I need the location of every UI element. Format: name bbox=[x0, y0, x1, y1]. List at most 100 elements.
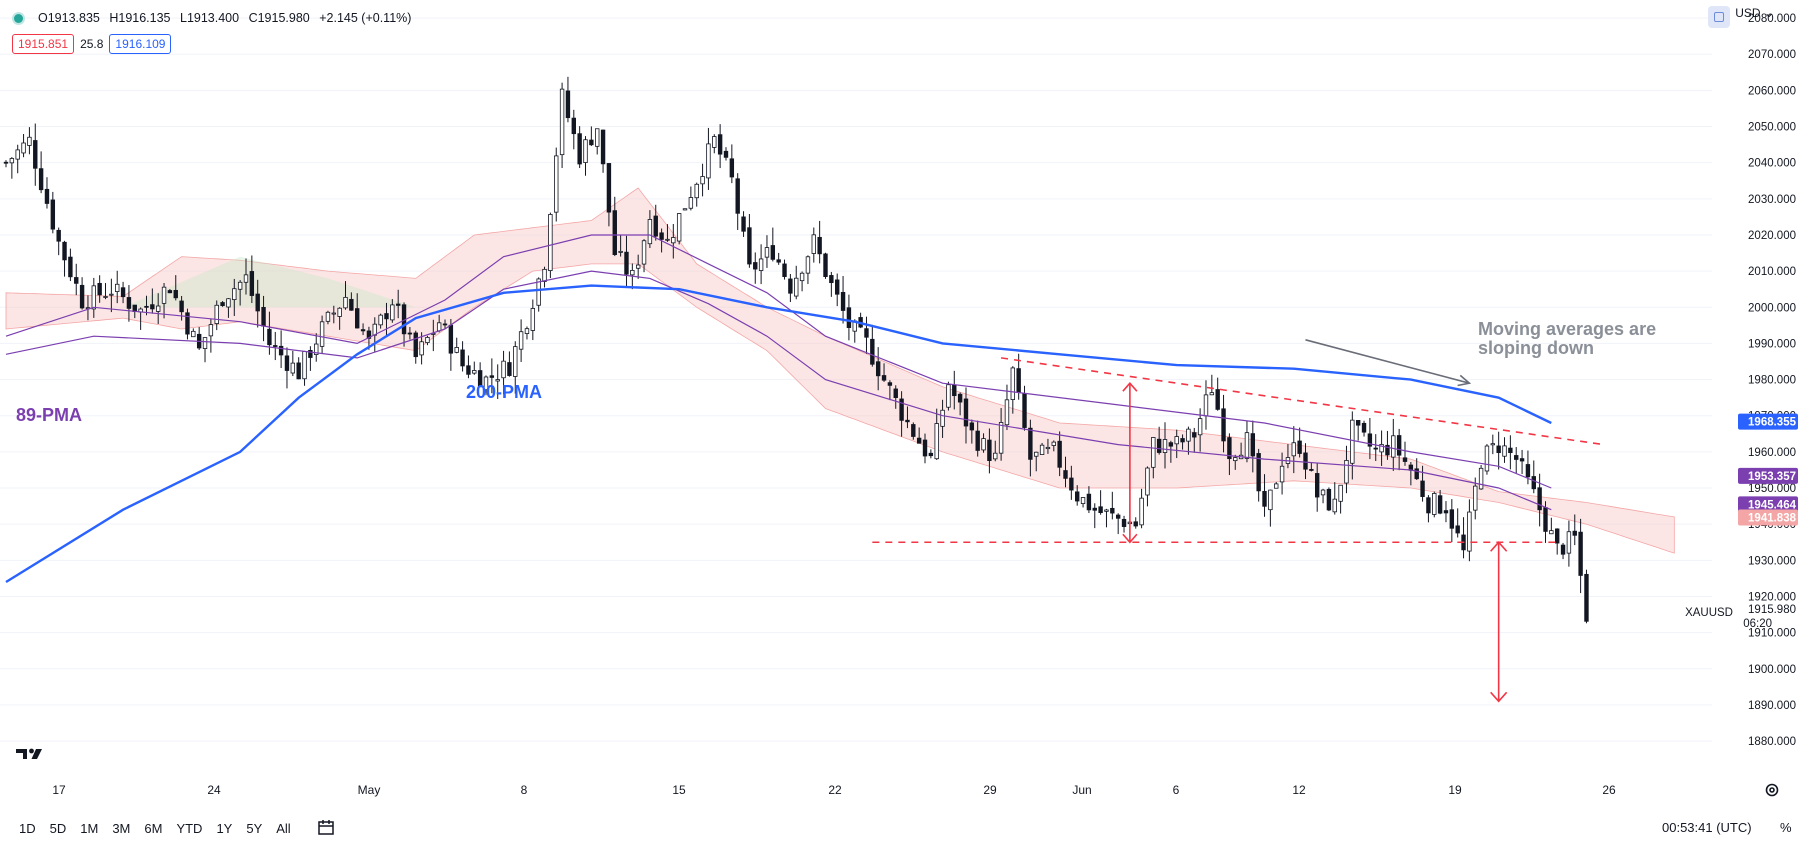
range-1y-button[interactable]: 1Y bbox=[216, 820, 233, 836]
percent-scale-toggle[interactable]: % bbox=[1780, 820, 1792, 835]
candle-body bbox=[957, 393, 963, 403]
x-tick-label: 15 bbox=[672, 783, 686, 797]
candle-body bbox=[659, 232, 664, 240]
candle-body bbox=[1309, 469, 1314, 471]
candle-body bbox=[267, 328, 272, 346]
candle-body bbox=[3, 161, 9, 164]
candle-body bbox=[460, 349, 465, 367]
y-tick-label: 1910.000 bbox=[1748, 628, 1796, 640]
candle-body bbox=[671, 237, 676, 244]
range-6m-button[interactable]: 6M bbox=[144, 820, 163, 836]
candle-body bbox=[963, 398, 969, 427]
candle-body bbox=[243, 274, 249, 283]
candle-body bbox=[501, 360, 506, 379]
candle-body bbox=[390, 304, 395, 321]
candle-body bbox=[507, 362, 512, 376]
annotation-ma-note: Moving averages are sloping down bbox=[1478, 320, 1698, 358]
candle-body bbox=[115, 283, 120, 292]
candle-body bbox=[1279, 465, 1285, 483]
candle-body bbox=[454, 347, 459, 353]
range-5d-button[interactable]: 5D bbox=[49, 820, 67, 836]
candle-body bbox=[302, 351, 307, 380]
range-all-button[interactable]: All bbox=[276, 820, 291, 836]
candle-body bbox=[1514, 455, 1519, 460]
candle-body bbox=[191, 330, 196, 338]
trend-arrow bbox=[1305, 339, 1470, 384]
calendar-range-icon[interactable] bbox=[316, 819, 336, 837]
candle-body bbox=[624, 251, 629, 275]
candle-body bbox=[998, 422, 1004, 454]
range-3m-button[interactable]: 3M bbox=[112, 820, 131, 836]
candle-body bbox=[975, 430, 980, 451]
candle-body bbox=[33, 140, 38, 169]
candle-body bbox=[1531, 476, 1536, 490]
candle-body bbox=[1478, 467, 1484, 490]
candle-body bbox=[518, 331, 524, 350]
candle-body bbox=[922, 439, 928, 457]
candle-body bbox=[1584, 573, 1589, 622]
candle-body bbox=[161, 286, 167, 304]
candle-body bbox=[126, 297, 132, 309]
candle-body bbox=[413, 332, 418, 358]
candle-body bbox=[1069, 477, 1074, 491]
candle-body bbox=[1197, 418, 1203, 436]
candle-body bbox=[899, 398, 904, 421]
ma200-line bbox=[5, 284, 1552, 584]
candle-body bbox=[1192, 432, 1197, 438]
compare-icon[interactable] bbox=[1708, 6, 1730, 28]
candle-body bbox=[214, 304, 219, 324]
y-tick-label: 2040.000 bbox=[1748, 158, 1796, 170]
y-tick-label: 2050.000 bbox=[1748, 122, 1796, 134]
candle-body bbox=[314, 343, 319, 355]
candle-body bbox=[384, 313, 389, 320]
candle-body bbox=[846, 307, 852, 328]
candle-body bbox=[612, 210, 617, 255]
candle-body bbox=[1402, 457, 1408, 462]
candle-body bbox=[21, 142, 26, 154]
candle-body bbox=[50, 199, 56, 230]
candle-body bbox=[1209, 392, 1215, 396]
sell-button[interactable]: 1915.851 bbox=[12, 34, 75, 54]
gear-icon[interactable] bbox=[1764, 782, 1780, 798]
range-1d-button[interactable]: 1D bbox=[19, 820, 36, 836]
buy-button[interactable]: 1916.109 bbox=[109, 34, 172, 54]
candle-body bbox=[1168, 442, 1174, 447]
candle-body bbox=[1016, 368, 1021, 393]
candle-body bbox=[688, 197, 694, 209]
trend-arrow-head bbox=[1457, 374, 1472, 387]
range-5y-button[interactable]: 5Y bbox=[246, 820, 263, 836]
candle-body bbox=[1367, 433, 1373, 447]
range-ytd-button[interactable]: YTD bbox=[176, 820, 203, 836]
candle-body bbox=[934, 423, 939, 460]
candle-body bbox=[1549, 530, 1554, 535]
tradingview-logo-icon[interactable] bbox=[16, 746, 48, 762]
candle-body bbox=[1080, 497, 1086, 504]
candle-body bbox=[1490, 443, 1496, 446]
candle-body bbox=[840, 291, 846, 311]
candle-body bbox=[530, 308, 536, 331]
candle-body bbox=[436, 322, 442, 332]
candle-body bbox=[1057, 440, 1062, 468]
candle-body bbox=[1244, 432, 1250, 459]
candle-body bbox=[407, 332, 413, 335]
range-arrow-head-top bbox=[1122, 381, 1138, 392]
bottom-toolbar: 1D 5D 1M 3M 6M YTD 1Y 5Y All 00:53:41 (U… bbox=[0, 812, 1800, 844]
candle-body bbox=[1420, 480, 1425, 497]
candle-body bbox=[120, 287, 126, 298]
candle-body bbox=[1338, 484, 1343, 502]
candle-body bbox=[1110, 507, 1115, 514]
candle-body bbox=[395, 303, 401, 306]
candle-body bbox=[1566, 531, 1572, 554]
utc-clock[interactable]: 00:53:41 (UTC) bbox=[1662, 820, 1752, 835]
currency-selector[interactable]: USD ⌄ bbox=[1735, 6, 1774, 20]
candle-body bbox=[1519, 458, 1525, 462]
candle-body bbox=[1455, 525, 1460, 534]
candle-body bbox=[893, 388, 898, 398]
candle-body bbox=[308, 349, 313, 358]
y-tick-label: 2070.000 bbox=[1748, 49, 1796, 61]
candle-body bbox=[1010, 367, 1016, 400]
candle-body bbox=[237, 281, 243, 290]
range-1m-button[interactable]: 1M bbox=[80, 820, 99, 836]
candle-body bbox=[1022, 393, 1027, 428]
